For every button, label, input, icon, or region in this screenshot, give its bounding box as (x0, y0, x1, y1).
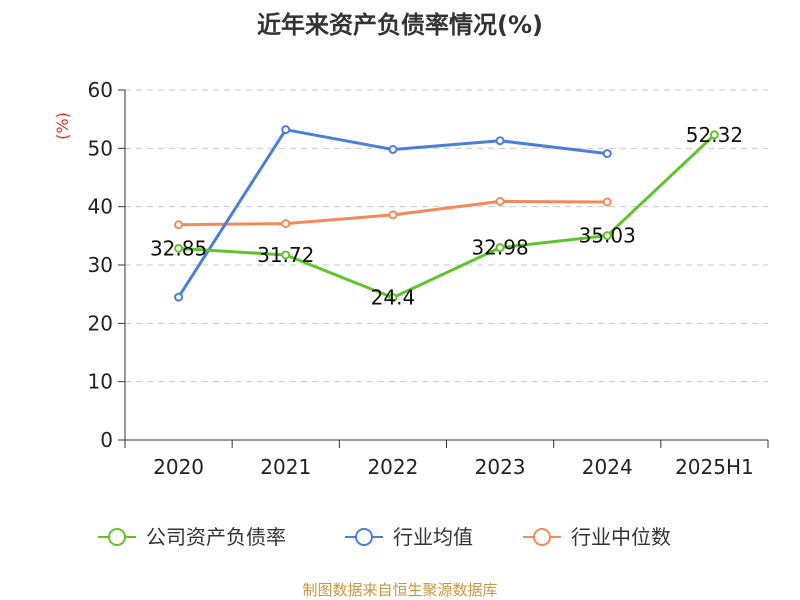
chart-title: 近年来资产负债率情况(%) (257, 11, 543, 39)
legend-item-2: 行业均值 (345, 525, 473, 549)
x-tick-label: 2023 (475, 455, 526, 479)
x-tick-label: 2020 (153, 455, 204, 479)
series-1 (174, 130, 719, 303)
data-label: 35.03 (579, 224, 636, 248)
data-point (602, 149, 612, 159)
y-tick-label: 60 (88, 78, 113, 102)
legend-label: 行业均值 (393, 525, 473, 549)
y-tick-label: 50 (88, 136, 113, 160)
data-point (281, 250, 291, 260)
series-2 (174, 125, 612, 302)
data-label: 31.72 (257, 243, 314, 267)
legend: 公司资产负债率 行业均值 行业中位数 (98, 525, 671, 549)
data-point (388, 293, 398, 303)
data-point (495, 196, 505, 206)
y-tick-label: 0 (100, 428, 113, 452)
data-label: 24.4 (371, 286, 416, 310)
x-tick-label: 2021 (260, 455, 311, 479)
y-tick-label: 30 (88, 253, 113, 277)
legend-item-3: 行业中位数 (523, 525, 671, 549)
grid-lines (125, 89, 768, 383)
data-point (388, 210, 398, 220)
data-point (174, 220, 184, 230)
x-tick-label: 2022 (367, 455, 418, 479)
data-point (495, 243, 505, 253)
series-line (178, 133, 716, 300)
data-label: 52.32 (686, 123, 743, 147)
data-label: 32.85 (150, 236, 207, 260)
data-point (174, 243, 184, 253)
y-axis-label: (%) (53, 112, 72, 140)
data-point (174, 292, 184, 302)
y-tick-label: 10 (88, 370, 113, 394)
y-tick-label: 20 (88, 311, 113, 335)
source-note: 制图数据来自恒生聚源数据库 (302, 581, 497, 599)
data-point (281, 219, 291, 229)
y-tick-label: 40 (88, 195, 113, 219)
legend-item-1: 公司资产负债率 (98, 525, 286, 549)
series-3 (174, 196, 612, 230)
legend-marker (533, 528, 551, 546)
x-tick-label: 2025H1 (675, 455, 754, 479)
legend-label: 公司资产负债率 (146, 525, 286, 549)
legend-marker (355, 528, 373, 546)
data-point (602, 231, 612, 241)
data-point (495, 136, 505, 146)
x-tick-label: 2024 (582, 455, 633, 479)
data-point (388, 145, 398, 154)
axes: 0 10 20 30 40 50 60 2020 2021 2022 2023 2024 2025H1 (88, 78, 769, 479)
legend-label: 行业中位数 (571, 525, 671, 549)
series-group (174, 125, 719, 303)
data-point (281, 125, 291, 135)
data-point (602, 197, 612, 207)
data-labels: 32.85 31.72 24.4 32.98 35.03 52.32 (150, 123, 743, 310)
legend-marker (108, 528, 126, 546)
data-label: 32.98 (471, 236, 528, 260)
data-point (709, 130, 719, 140)
